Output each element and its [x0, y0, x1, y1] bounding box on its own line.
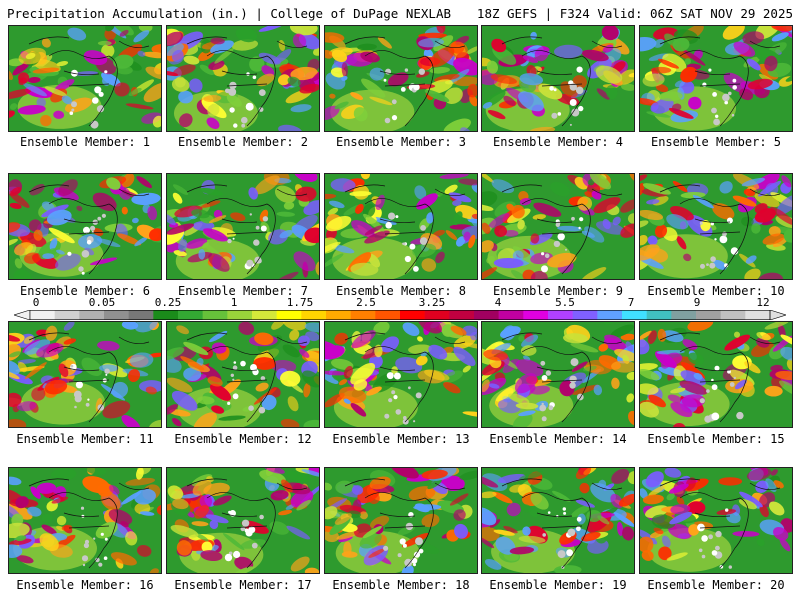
ensemble-member-label: Ensemble Member: 13	[332, 432, 470, 446]
colorbar-segment	[548, 310, 573, 320]
colorbar-segment	[252, 310, 277, 320]
colorbar-segment	[523, 310, 549, 320]
ensemble-member-map	[166, 173, 320, 280]
colorbar-segment	[326, 310, 351, 320]
colorbar-segment	[276, 310, 302, 320]
colorbar-tick-label: 12	[756, 296, 770, 309]
colorbar-tick-label: 1	[230, 296, 238, 309]
colorbar-segment	[227, 310, 253, 320]
colorbar-segment	[128, 310, 154, 320]
colorbar-segment	[745, 310, 771, 320]
colorbar-tick-label: 0.05	[88, 296, 116, 309]
colorbar-tick-label: 0	[32, 296, 40, 309]
colorbar-tick-label: 4	[494, 296, 502, 309]
ensemble-member-map	[639, 321, 793, 428]
ensemble-member-label: Ensemble Member: 5	[650, 135, 782, 149]
ensemble-member-label: Ensemble Member: 12	[174, 432, 312, 446]
colorbar-segment	[301, 310, 327, 320]
ensemble-member-map	[481, 321, 635, 428]
colorbar-tick-label: 9	[693, 296, 701, 309]
ensemble-member-map	[166, 467, 320, 574]
colorbar-segment	[178, 310, 203, 320]
colorbar-segment	[696, 310, 721, 320]
ensemble-member-label: Ensemble Member: 1	[19, 135, 151, 149]
colorbar-tick-labels: 0 0.05 0.25 1 1.75 2.5 3.25 4 5.5 7 9 12	[0, 296, 800, 310]
ensemble-member-label: Ensemble Member: 2	[177, 135, 309, 149]
run-valid-time: 18Z GEFS | F324 Valid: 06Z SAT NOV 29 20…	[476, 6, 793, 21]
colorbar-right-arrow	[769, 310, 786, 320]
colorbar-segment	[671, 310, 697, 320]
colorbar-segment	[622, 310, 647, 320]
colorbar-segment	[498, 310, 524, 320]
ensemble-member-map	[639, 25, 793, 132]
ensemble-member-label: Ensemble Member: 17	[174, 578, 312, 592]
ensemble-member-map	[8, 467, 162, 574]
ensemble-member-map	[8, 25, 162, 132]
ensemble-member-map	[639, 173, 793, 280]
colorbar-segment	[720, 310, 746, 320]
colorbar-tick-label: 3.25	[418, 296, 446, 309]
ensemble-member-map	[166, 25, 320, 132]
ensemble-member-map	[166, 321, 320, 428]
ensemble-member-map	[481, 173, 635, 280]
ensemble-member-map	[324, 321, 478, 428]
colorbar-tick-label: 5.5	[555, 296, 575, 309]
ensemble-member-label: Ensemble Member: 19	[489, 578, 627, 592]
colorbar-tick-label: 1.75	[286, 296, 314, 309]
colorbar-segment	[30, 310, 55, 320]
colorbar-segment	[54, 310, 80, 320]
colorbar-segment	[202, 310, 228, 320]
colorbar-segment	[572, 310, 598, 320]
ensemble-member-label: Ensemble Member: 20	[647, 578, 785, 592]
ensemble-member-label: Ensemble Member: 10	[647, 284, 785, 298]
colorbar-tick-label: 0.25	[154, 296, 182, 309]
ensemble-member-label: Ensemble Member: 8	[335, 284, 467, 298]
ensemble-member-label: Ensemble Member: 14	[489, 432, 627, 446]
colorbar-segment	[153, 310, 179, 320]
ensemble-member-label: Ensemble Member: 6	[19, 284, 151, 298]
colorbar-left-arrow	[14, 310, 31, 320]
ensemble-member-label: Ensemble Member: 7	[177, 284, 309, 298]
ensemble-member-map	[639, 467, 793, 574]
colorbar-segment	[449, 310, 475, 320]
colorbar-segment	[474, 310, 499, 320]
chart-title: Precipitation Accumulation (in.) | Colle…	[7, 6, 452, 21]
ensemble-member-label: Ensemble Member: 9	[492, 284, 624, 298]
ensemble-member-label: Ensemble Member: 11	[16, 432, 154, 446]
colorbar-segment	[104, 310, 129, 320]
ensemble-member-map	[8, 173, 162, 280]
ensemble-member-label: Ensemble Member: 4	[492, 135, 624, 149]
colorbar-segment	[79, 310, 105, 320]
ensemble-member-map	[324, 173, 478, 280]
ensemble-member-map	[481, 467, 635, 574]
colorbar-segment	[646, 310, 672, 320]
ensemble-member-map	[8, 321, 162, 428]
ensemble-member-label: Ensemble Member: 3	[335, 135, 467, 149]
ensemble-member-map	[324, 25, 478, 132]
ensemble-member-label: Ensemble Member: 18	[332, 578, 470, 592]
colorbar-tick-label: 7	[627, 296, 635, 309]
colorbar-segment	[375, 310, 401, 320]
precip-colorbar	[14, 310, 786, 320]
colorbar-tick-label: 2.5	[356, 296, 376, 309]
ensemble-member-map	[481, 25, 635, 132]
colorbar-segment	[424, 310, 450, 320]
colorbar-segment	[597, 310, 623, 320]
colorbar-segment	[400, 310, 425, 320]
ensemble-member-map	[324, 467, 478, 574]
ensemble-member-label: Ensemble Member: 16	[16, 578, 154, 592]
ensemble-member-label: Ensemble Member: 15	[647, 432, 785, 446]
colorbar-segment	[350, 310, 376, 320]
